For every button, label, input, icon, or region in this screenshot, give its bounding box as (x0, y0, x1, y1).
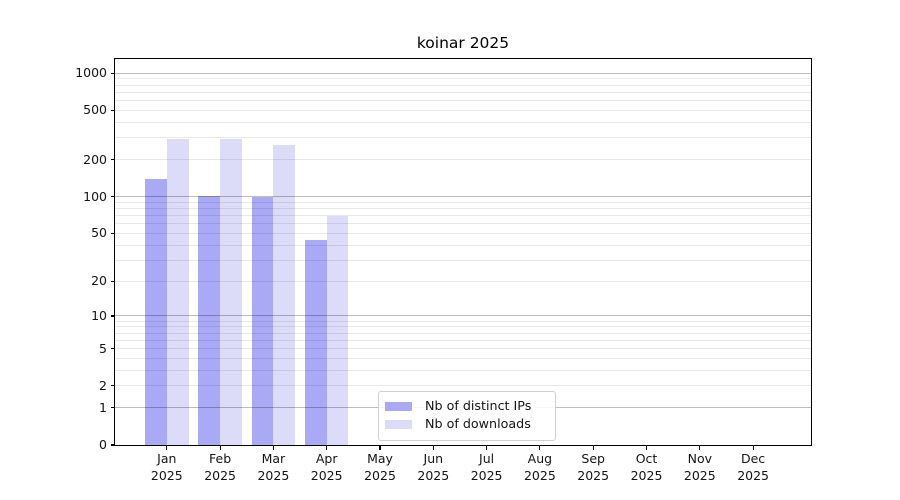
y-tick-label: 100 (83, 188, 107, 204)
gridline-major (115, 72, 811, 74)
gridline-minor (115, 320, 811, 322)
y-tick-mark (110, 72, 115, 74)
gridline-minor (115, 159, 811, 161)
y-tick-mark (110, 385, 115, 387)
gridline-minor (115, 326, 811, 328)
x-tick-mark (166, 445, 168, 450)
bar-downloads (326, 215, 349, 445)
bar-distinct-ips (145, 179, 167, 445)
x-tick-label: Oct 2025 (630, 451, 663, 483)
gridline-minor (115, 280, 811, 282)
x-tick-label: Jul 2025 (470, 451, 503, 483)
gridline-minor (115, 348, 811, 350)
legend-label: Nb of downloads (425, 416, 531, 431)
x-tick-mark (752, 445, 754, 450)
bar-downloads (273, 145, 296, 445)
y-tick-mark (110, 407, 115, 409)
y-tick-mark (110, 315, 115, 317)
x-tick-mark (379, 445, 381, 450)
gridline-minor (115, 78, 811, 80)
x-tick-mark (486, 445, 488, 450)
gridline-minor (115, 244, 811, 246)
y-tick-mark (110, 158, 115, 161)
gridline-minor (115, 339, 811, 341)
x-tick-mark (699, 445, 701, 450)
y-tick-mark (110, 195, 115, 198)
y-tick-label: 50 (91, 225, 107, 241)
x-tick-mark (539, 445, 541, 450)
x-tick-label: Nov 2025 (683, 451, 716, 483)
legend-row: Nb of distinct IPs (385, 398, 549, 414)
gridline-minor (115, 215, 811, 217)
gridline-minor (115, 223, 811, 225)
gridline-minor (115, 201, 811, 203)
gridline-minor (115, 84, 811, 86)
y-tick-mark (110, 444, 115, 446)
gridline-minor (115, 357, 811, 359)
y-tick-label: 200 (83, 151, 107, 167)
y-tick-label: 500 (83, 102, 107, 118)
x-tick-label: May 2025 (364, 451, 396, 483)
x-tick-label: Dec 2025 (737, 451, 769, 483)
x-tick-label: Mar 2025 (257, 451, 290, 483)
gridline-minor (115, 207, 811, 209)
bar-downloads (220, 138, 242, 445)
x-tick-label: Jan 2025 (150, 451, 183, 483)
x-tick-mark (592, 445, 594, 450)
bar-distinct-ips (251, 196, 274, 445)
x-tick-mark (432, 445, 434, 450)
x-tick-label: Feb 2025 (204, 451, 236, 483)
y-tick-label: 1 (99, 399, 107, 415)
bar-distinct-ips (198, 195, 221, 445)
y-tick-label: 5 (99, 340, 107, 356)
x-tick-mark (272, 445, 274, 450)
legend: Nb of distinct IPs Nb of downloads (378, 391, 556, 441)
legend-swatch (385, 419, 412, 429)
gridline-minor (115, 232, 811, 234)
y-tick-label: 20 (91, 273, 107, 289)
gridline-minor (115, 332, 811, 334)
y-tick-label: 2 (99, 377, 107, 393)
x-tick-label: Sep 2025 (577, 451, 610, 483)
gridline-minor (115, 259, 811, 261)
bar-distinct-ips (304, 240, 327, 445)
gridline-minor (115, 121, 811, 123)
gridline-major (115, 196, 811, 198)
bar-downloads (166, 138, 189, 445)
gridline-minor (115, 100, 811, 102)
x-tick-label: Aug 2025 (523, 451, 556, 483)
y-tick-label: 10 (91, 307, 107, 323)
gridline-major (115, 315, 811, 317)
legend-swatch (385, 401, 412, 411)
y-tick-label: 1000 (75, 65, 107, 81)
legend-row: Nb of downloads (385, 416, 549, 432)
x-tick-label: Apr 2025 (310, 451, 343, 483)
y-tick-mark (110, 280, 115, 282)
legend-label: Nb of distinct IPs (425, 398, 532, 413)
x-tick-mark (219, 445, 221, 450)
gridline-minor (115, 385, 811, 387)
y-tick-mark (110, 232, 115, 234)
gridline-minor (115, 137, 811, 139)
y-tick-mark (110, 109, 115, 111)
y-tick-mark (110, 347, 115, 350)
x-tick-mark (645, 445, 648, 450)
y-tick-label: 0 (99, 437, 107, 452)
x-tick-label: Jun 2025 (417, 451, 450, 483)
gridline-minor (115, 109, 811, 111)
chart-title: koinar 2025 (416, 34, 510, 52)
gridline-minor (115, 91, 811, 93)
gridline-minor (115, 369, 811, 371)
x-tick-mark (326, 445, 328, 450)
